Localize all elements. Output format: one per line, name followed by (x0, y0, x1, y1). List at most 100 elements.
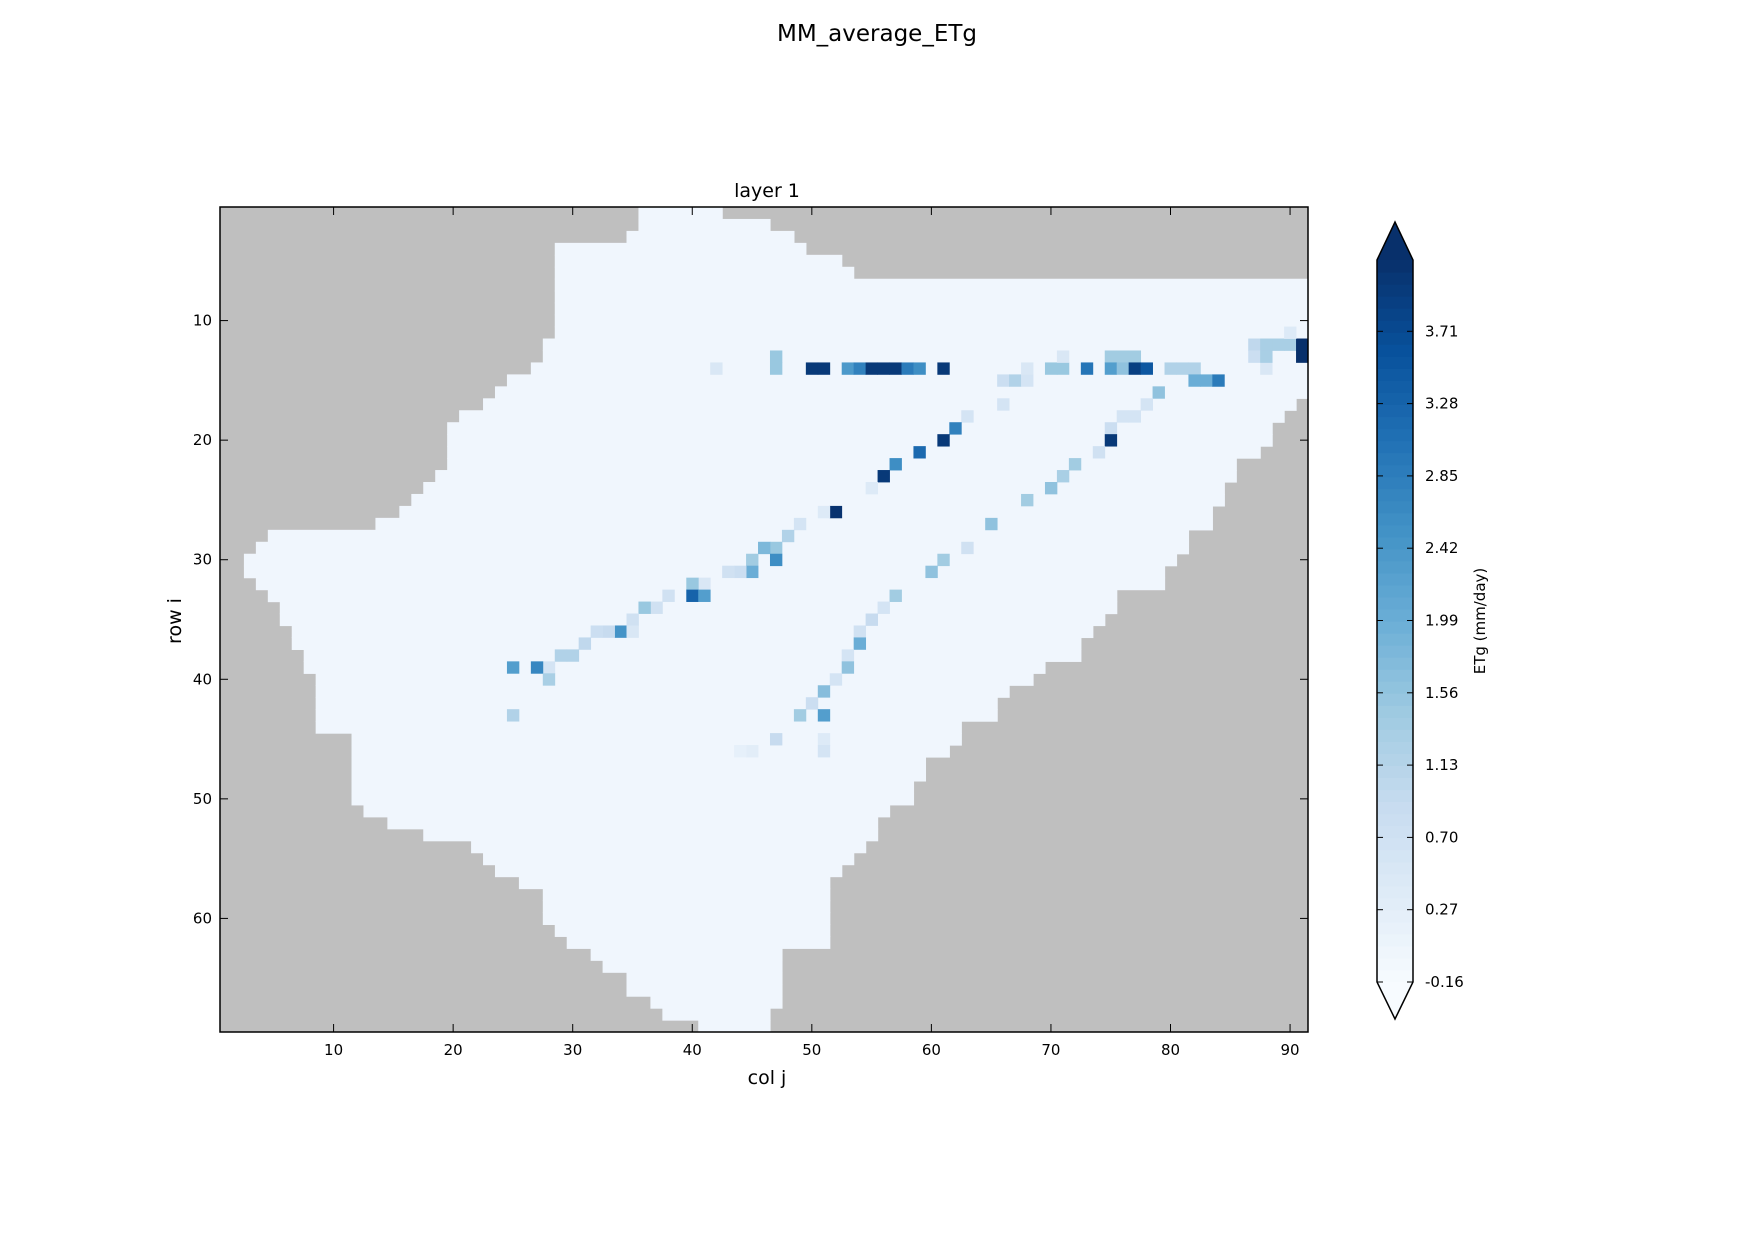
etg-cell (913, 362, 926, 375)
x-tick-label: 40 (683, 1041, 702, 1059)
domain-row-cell (506, 374, 1309, 387)
colorbar-segment (1377, 476, 1413, 490)
etg-cell (542, 673, 556, 686)
colorbar-segment (1377, 753, 1413, 766)
x-tick-label: 10 (324, 1041, 343, 1059)
etg-cell (554, 649, 568, 662)
etg-cell (1104, 362, 1118, 375)
etg-cell (841, 362, 855, 375)
colorbar-segment (1377, 861, 1413, 875)
domain-row-cell (471, 840, 867, 854)
etg-cell (1021, 374, 1034, 387)
etg-cell (638, 601, 651, 614)
colorbar-segment (1377, 849, 1413, 863)
etg-cell (530, 661, 544, 674)
etg-cell (1284, 326, 1297, 339)
domain-row-cell (542, 338, 1309, 352)
etg-cell (1068, 458, 1082, 471)
etg-cell (889, 362, 902, 375)
colorbar-tick-label: 0.27 (1425, 901, 1458, 919)
colorbar-segment (1377, 440, 1413, 454)
colorbar-segment (1377, 957, 1413, 971)
x-tick-label: 30 (563, 1041, 582, 1059)
etg-cell (614, 625, 627, 638)
colorbar-segment (1377, 729, 1413, 742)
etg-cell (698, 589, 711, 602)
colorbar-tick-label: 3.71 (1425, 322, 1458, 340)
etg-cell (1260, 338, 1273, 351)
colorbar-segment (1377, 488, 1413, 502)
etg-cell (889, 458, 902, 471)
etg-cell (817, 745, 831, 758)
etg-cell (829, 673, 843, 686)
etg-cell (566, 649, 580, 662)
etg-cell (961, 410, 974, 423)
domain-row-cell (554, 278, 1309, 292)
domain-row-cell (542, 900, 831, 914)
colorbar-segment (1377, 284, 1413, 297)
domain-row-cell (315, 697, 998, 710)
domain-row-cell (351, 757, 927, 770)
colorbar-extend-min (1377, 982, 1413, 1019)
etg-cell (758, 541, 771, 555)
etg-cell (877, 601, 890, 614)
x-tick-label: 80 (1161, 1041, 1180, 1059)
domain-row-cell (291, 625, 1094, 639)
colorbar-segment (1377, 777, 1413, 791)
colorbar-tick-label: -0.16 (1425, 973, 1464, 991)
domain-row-cell (590, 948, 783, 961)
domain-row-cell (351, 792, 915, 806)
etg-cell (901, 362, 914, 375)
etg-cell (710, 362, 723, 375)
plot-frame (219, 206, 1309, 1033)
domain-row-cell (554, 326, 1309, 340)
etg-cell (746, 565, 759, 579)
colorbar-segment (1377, 681, 1413, 694)
colorbar-tick-label: 1.99 (1425, 612, 1458, 630)
etg-cell (1104, 422, 1118, 435)
domain-row-cell (447, 458, 1237, 471)
domain-row-cell (351, 733, 962, 746)
domain-row-cell (411, 493, 1225, 507)
etg-cell (686, 577, 699, 591)
domain-row-cell (698, 1020, 771, 1033)
colorbar-segment (1377, 500, 1413, 514)
colorbar-segment (1377, 837, 1413, 851)
etg-cell (949, 422, 962, 435)
etg-cell (626, 625, 639, 638)
etg-cell (865, 362, 878, 375)
etg-cell (877, 362, 890, 375)
domain-row-cell (494, 864, 843, 878)
domain-row-cell (638, 207, 723, 220)
domain-row-cell (243, 553, 1178, 567)
etg-cell (602, 625, 615, 638)
etg-cell (1104, 350, 1118, 363)
etg-cell (1056, 470, 1070, 483)
domain-row-cell (542, 912, 831, 925)
domain-row-cell (566, 936, 831, 949)
etg-cell (769, 553, 783, 567)
domain-row-cell (626, 972, 783, 985)
colorbar-segment (1377, 693, 1413, 706)
colorbar-tick-label: 2.85 (1425, 467, 1458, 485)
colorbar-segment (1377, 428, 1413, 442)
etg-cell (913, 446, 926, 459)
etg-cell (662, 589, 675, 602)
colorbar-segment (1377, 272, 1413, 285)
domain-row-cell (542, 350, 1309, 364)
etg-cell (1092, 446, 1106, 459)
colorbar-segment (1377, 765, 1413, 779)
domain-row-cell (494, 386, 1309, 399)
domain-row-cell (363, 804, 891, 818)
etg-cell (1128, 362, 1142, 375)
colorbar-segment (1377, 560, 1413, 574)
etg-cell (1009, 374, 1022, 387)
domain-row-cell (351, 745, 950, 758)
colorbar-extend-max (1377, 222, 1413, 260)
domain-row-cell (279, 613, 1106, 627)
domain-row-cell (351, 768, 927, 782)
colorbar-segment (1377, 332, 1413, 345)
colorbar-segment (1377, 380, 1413, 393)
domain-row-cell (447, 422, 1273, 435)
